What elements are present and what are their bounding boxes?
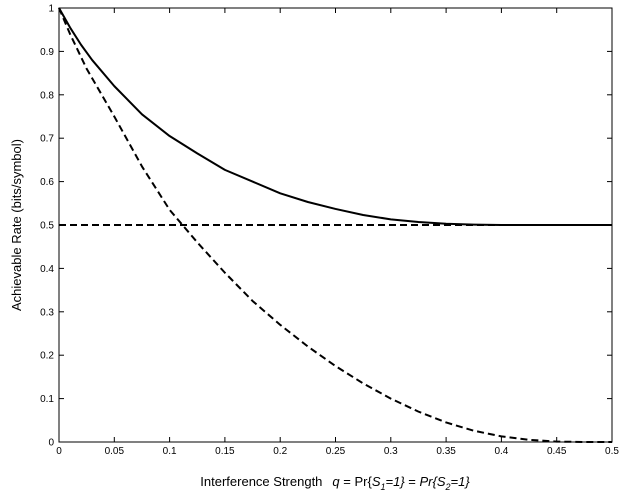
x-tick-label: 0	[56, 446, 62, 457]
x-tick-label: 0.25	[326, 446, 346, 457]
y-axis-label: Achievable Rate (bits/symbol)	[9, 139, 24, 311]
y-tick-label: 0.1	[40, 394, 54, 405]
x-tick-label: 0.05	[105, 446, 125, 457]
series-layer	[58, 7, 612, 443]
x-axis-label-text: Interference Strength	[200, 474, 322, 489]
y-tick-label: 0.7	[40, 134, 54, 145]
y-tick-label: 0	[48, 438, 54, 449]
y-tick-label: 0.8	[40, 90, 54, 101]
x-axis-label: Interference Strength q = Pr{S1=1} = Pr{S…	[200, 474, 470, 492]
y-tick-label: 0.6	[40, 177, 54, 188]
y-tick-label: 0.2	[40, 351, 54, 362]
x-tick-label: 0.2	[273, 446, 287, 457]
x-tick-label: 0.4	[494, 446, 508, 457]
x-tick-label: 0.5	[605, 446, 619, 457]
y-tick-label: 0.9	[40, 47, 54, 58]
y-tick-label: 0.5	[40, 221, 54, 232]
series-line-1	[58, 7, 612, 226]
y-tick-label: 1	[48, 4, 54, 15]
y-axis-ticks: 0 0.1 0.2 0.3 0.4 0.5 0.6 0.7 0.8 0.9 1	[40, 4, 612, 449]
x-axis-ticks: 0 0.05 0.1 0.15 0.2 0.25 0.3 0.35 0.4 0.45 0.5	[56, 8, 619, 457]
y-tick-label: 0.4	[40, 264, 54, 275]
x-tick-label: 0.45	[547, 446, 567, 457]
x-tick-label: 0.15	[215, 446, 235, 457]
series-line-3	[58, 7, 612, 443]
x-tick-label: 0.1	[163, 446, 177, 457]
y-tick-label: 0.3	[40, 307, 54, 318]
x-tick-label: 0.3	[384, 446, 398, 457]
x-tick-label: 0.35	[436, 446, 456, 457]
